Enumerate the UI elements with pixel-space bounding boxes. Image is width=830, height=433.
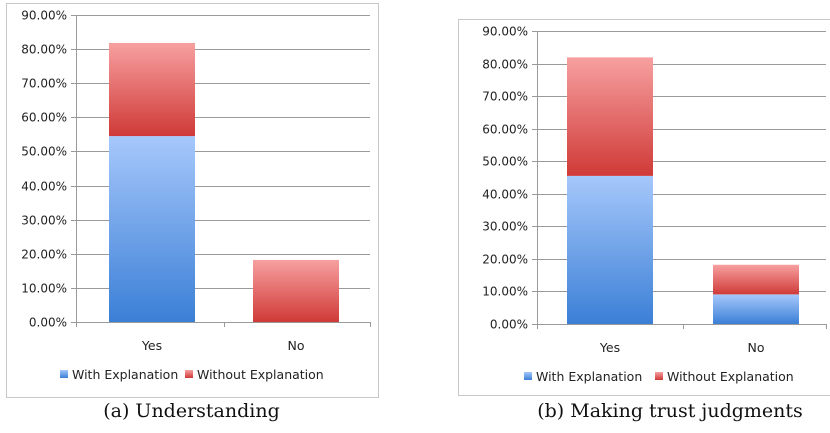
y-tick-label: 30.00% (21, 214, 67, 228)
y-tick-label: 0.00% (490, 318, 528, 332)
chart-frame (458, 19, 830, 396)
x-category-label: No (748, 340, 765, 355)
chart-understanding: 0.00% 10.00% 20.00% 30.00% 40.00% 50.00% 60.00… (6, 3, 379, 398)
bar-with-explanation (567, 175, 653, 324)
legend-label-with: With Explanation (72, 367, 178, 382)
y-tick-label: 10.00% (482, 285, 528, 299)
legend-swatch-with (60, 370, 68, 378)
y-tick-label: 40.00% (482, 188, 528, 202)
x-category-label: Yes (141, 338, 162, 353)
bar-without-explanation (109, 42, 195, 137)
bar-without-explanation (567, 57, 653, 176)
legend-label-without: Without Explanation (667, 369, 794, 384)
y-tick-label: 0.00% (29, 316, 67, 330)
y-tick-label: 10.00% (21, 282, 67, 296)
chart-trust-judgments: 0.00% 10.00% 20.00% 30.00% 40.00% 50.00% 60.00… (458, 19, 830, 396)
legend-label-with: With Explanation (536, 369, 642, 384)
y-tick-label: 40.00% (21, 180, 67, 194)
caption-trust-judgments: (b) Making trust judgments (537, 400, 803, 422)
y-tick-label: 30.00% (482, 220, 528, 234)
caption-understanding: (a) Understanding (103, 400, 280, 422)
y-tick-label: 90.00% (482, 25, 528, 39)
y-tick-label: 90.00% (21, 9, 67, 23)
legend-label-without: Without Explanation (197, 367, 324, 382)
bar-without-explanation (253, 259, 339, 322)
y-tick-label: 60.00% (482, 123, 528, 137)
chart-frame (6, 3, 379, 398)
y-tick-label: 60.00% (21, 111, 67, 125)
x-category-label: Yes (599, 340, 620, 355)
legend-swatch-without (185, 370, 193, 378)
y-tick-label: 80.00% (21, 43, 67, 57)
y-tick-label: 20.00% (482, 253, 528, 267)
y-tick-label: 70.00% (482, 90, 528, 104)
y-tick-label: 80.00% (482, 58, 528, 72)
y-tick-label: 20.00% (21, 248, 67, 262)
bar-with-explanation (713, 294, 799, 324)
y-tick-label: 70.00% (21, 77, 67, 91)
y-tick-label: 50.00% (21, 145, 67, 159)
bar-without-explanation (713, 264, 799, 295)
legend-swatch-without (655, 372, 663, 380)
x-category-label: No (288, 338, 305, 353)
chart-canvas: 0.00% 10.00% 20.00% 30.00% 40.00% 50.00% 60.00… (6, 3, 830, 398)
legend-swatch-with (524, 372, 532, 380)
y-tick-label: 50.00% (482, 155, 528, 169)
bar-with-explanation (109, 136, 195, 322)
